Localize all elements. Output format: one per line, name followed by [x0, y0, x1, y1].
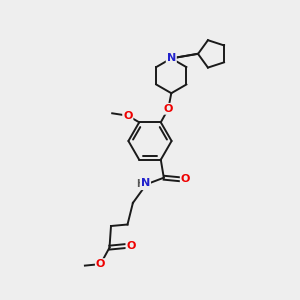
Text: O: O — [164, 104, 173, 114]
Text: H: H — [136, 179, 144, 189]
Text: O: O — [123, 111, 133, 121]
Text: N: N — [141, 178, 150, 188]
Text: O: O — [96, 259, 105, 269]
Text: N: N — [167, 53, 176, 63]
Text: O: O — [181, 174, 190, 184]
Text: O: O — [126, 241, 136, 251]
